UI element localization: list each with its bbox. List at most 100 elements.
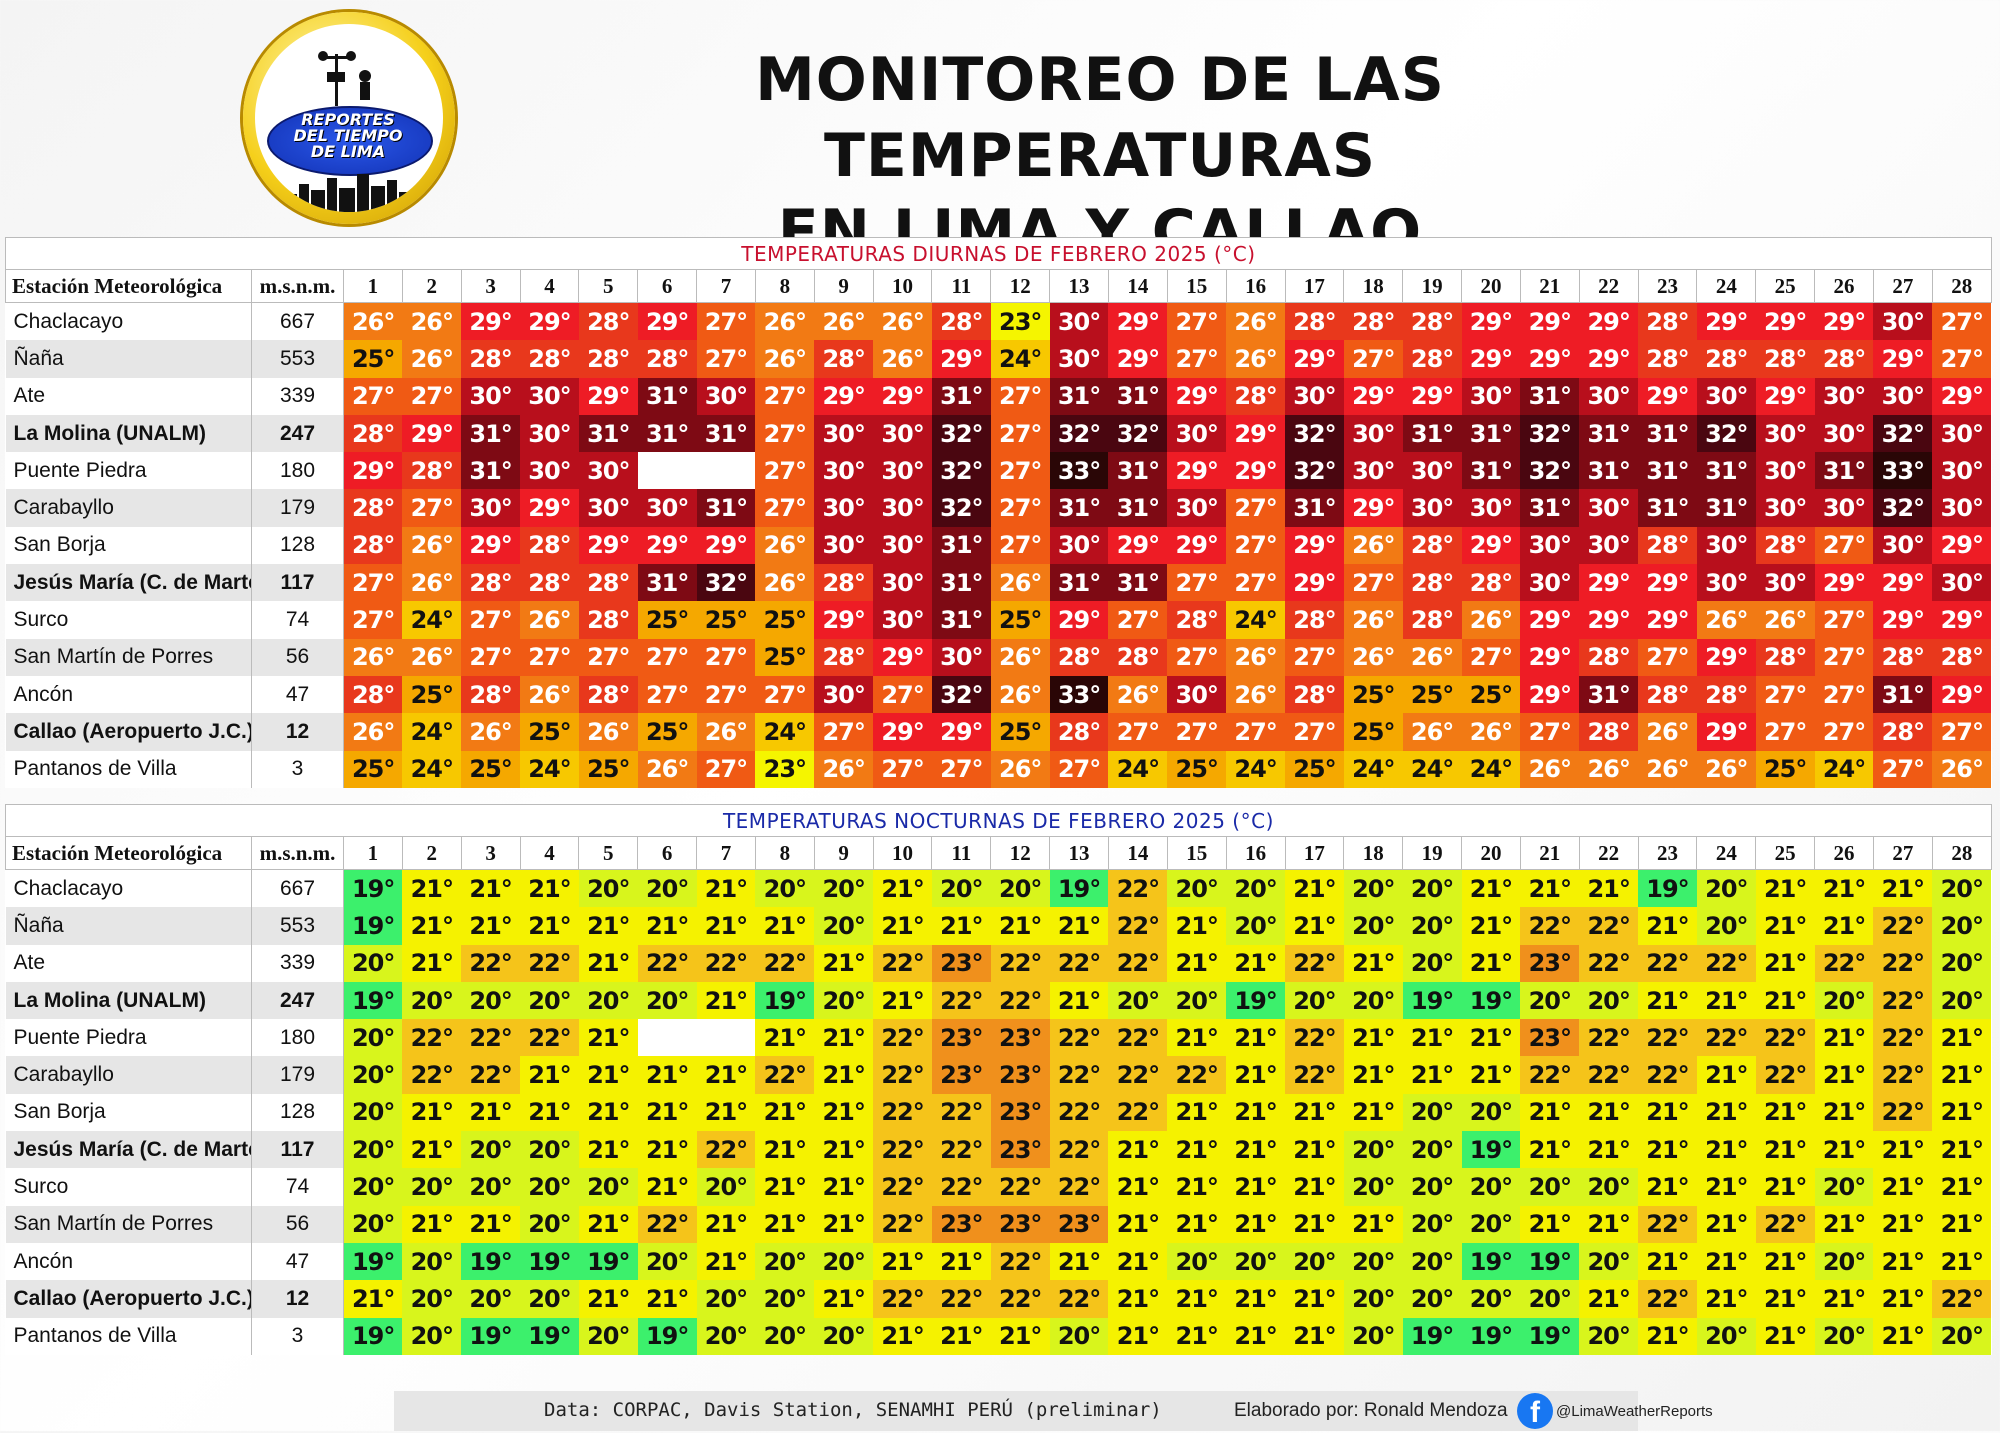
heatmap-cell: 21°	[1755, 1168, 1815, 1206]
heatmap-cell	[637, 1019, 697, 1057]
day-column-header: 21	[1519, 836, 1580, 870]
heatmap-cell: 31°	[1049, 564, 1109, 602]
heatmap-cell: 28°	[343, 489, 403, 527]
day-column-header: 18	[1343, 836, 1404, 870]
logo-text-line3: DE LIMA	[310, 142, 386, 161]
heatmap-cell: 32°	[1520, 414, 1580, 453]
night-heatmap: TEMPERATURAS NOCTURNAS DE FEBRERO 2025 (…	[5, 804, 1992, 1355]
station-name: La Molina (UNALM)	[5, 414, 252, 453]
heatmap-cell: 21°	[1814, 907, 1874, 945]
heatmap-cell: 26°	[1638, 713, 1697, 751]
table-row: Ate 339 27° 27° 30° 30° 29° 31° 30° 27° 29° 29° 31° 2…	[5, 377, 1992, 415]
heatmap-cell: 30°	[1814, 377, 1874, 415]
station-name: Puente Piedra	[5, 1019, 252, 1057]
heatmap-cell: 31°	[1579, 675, 1639, 714]
table-row: Ancón 47 28° 25° 28° 26° 28° 27° 27° 27° 30° 27° 32°…	[5, 675, 1992, 714]
station-column-header: Estación Meteorológica	[5, 269, 252, 303]
logo-badge	[267, 106, 433, 176]
heatmap-cell: 21°	[1520, 1205, 1580, 1243]
heatmap-cell: 25°	[990, 601, 1050, 639]
heatmap-cell: 29°	[1402, 377, 1462, 415]
heatmap-cell: 26°	[1226, 302, 1285, 341]
heatmap-cell: 20°	[520, 1131, 579, 1169]
heatmap-cell: 27°	[696, 302, 756, 341]
heatmap-cell: 20°	[520, 1168, 579, 1206]
heatmap-cell: 20°	[990, 869, 1050, 908]
heatmap-cell: 22°	[1638, 944, 1697, 982]
heatmap-cell: 29°	[1873, 564, 1933, 602]
heatmap-cell: 19°	[343, 869, 403, 908]
heatmap-cell: 22°	[1520, 907, 1580, 945]
heatmap-cell: 29°	[1285, 526, 1344, 565]
heatmap-cell: 26°	[1579, 750, 1639, 788]
heatmap-cell: 22°	[637, 944, 697, 982]
heatmap-cell: 30°	[1520, 564, 1580, 602]
heatmap-cell: 27°	[873, 675, 932, 714]
heatmap-cell: 21°	[1226, 1056, 1285, 1094]
heatmap-cell: 30°	[1755, 414, 1815, 453]
table-row: Surco 74 20° 20° 20° 20° 20° 21° 20° 21° 21° 22° 22°…	[5, 1168, 1992, 1206]
day-column-header: 12	[990, 269, 1051, 303]
heatmap-cell: 21°	[1226, 1019, 1285, 1057]
heatmap-cell: 21°	[1932, 1019, 1992, 1057]
heatmap-cell: 26°	[873, 302, 932, 341]
heatmap-cell: 21°	[1343, 944, 1403, 982]
heatmap-cell: 21°	[461, 869, 521, 908]
heatmap-cell: 30°	[1461, 489, 1521, 527]
facebook-handle[interactable]: @LimaWeatherReports	[1556, 1403, 1713, 1420]
table-row: Jesús María (C. de Marte) 117 20° 21° 20° 20°…	[5, 1131, 1992, 1169]
heatmap-cell: 21°	[1461, 1019, 1521, 1057]
station-elevation: 47	[251, 1242, 344, 1281]
data-source: Data: CORPAC, Davis Station, SENAMHI PER…	[544, 1399, 1162, 1421]
station-elevation: 117	[251, 564, 344, 602]
heatmap-cell: 22°	[1579, 1019, 1639, 1057]
heatmap-cell: 27°	[402, 489, 462, 527]
station-elevation: 247	[251, 981, 344, 1020]
day-column-header: 26	[1814, 836, 1874, 870]
heatmap-cell: 31°	[637, 414, 697, 453]
heatmap-cell: 23°	[1049, 1205, 1109, 1243]
station-name: Ate	[5, 944, 252, 982]
heatmap-cell: 31°	[696, 414, 756, 453]
table-row: Callao (Aeropuerto J.C.) 12 26° 24° 26° 25° 26…	[5, 713, 1992, 751]
heatmap-cell: 27°	[1049, 750, 1109, 788]
heatmap-cell: 31°	[1579, 452, 1639, 490]
heatmap-cell: 20°	[637, 1242, 697, 1281]
heatmap-cell: 25°	[637, 601, 697, 639]
heatmap-cell: 22°	[1049, 1056, 1109, 1094]
heatmap-cell: 21°	[1167, 1131, 1227, 1169]
heatmap-cell: 20°	[1343, 869, 1403, 908]
heatmap-cell: 27°	[990, 377, 1050, 415]
heatmap-cell: 21°	[696, 1093, 756, 1132]
heatmap-cell: 21°	[1932, 1242, 1992, 1281]
heatmap-cell: 22°	[1285, 1019, 1344, 1057]
heatmap-cell: 27°	[755, 377, 815, 415]
heatmap-cell: 27°	[1167, 340, 1227, 378]
heatmap-cell: 27°	[990, 489, 1050, 527]
station-name: Ñaña	[5, 340, 252, 378]
night-temperature-table: TEMPERATURAS NOCTURNAS DE FEBRERO 2025 (…	[5, 804, 1992, 1355]
heatmap-cell: 31°	[1108, 377, 1168, 415]
heatmap-cell: 21°	[814, 1205, 874, 1243]
heatmap-cell: 26°	[343, 638, 403, 676]
day-column-header: 8	[754, 269, 815, 303]
heatmap-cell: 27°	[1755, 675, 1815, 714]
heatmap-cell: 30°	[814, 675, 874, 714]
footer: Data: CORPAC, Davis Station, SENAMHI PER…	[394, 1391, 1713, 1431]
facebook-icon[interactable]: f	[1517, 1393, 1553, 1429]
heatmap-cell: 29°	[1520, 340, 1580, 378]
heatmap-cell: 22°	[931, 1093, 991, 1132]
day-column-header: 14	[1107, 836, 1168, 870]
table-row: Carabayllo 179 20° 22° 22° 21° 21° 21° 21° 22° 21°…	[5, 1056, 1992, 1094]
heatmap-cell: 20°	[343, 1056, 403, 1094]
heatmap-cell: 19°	[1520, 1242, 1580, 1281]
heatmap-cell: 21°	[1285, 1131, 1344, 1169]
heatmap-cell: 21°	[578, 1056, 638, 1094]
heatmap-cell: 27°	[1932, 302, 1992, 341]
heatmap-cell: 21°	[1755, 944, 1815, 982]
heatmap-cell: 21°	[1696, 1205, 1756, 1243]
heatmap-cell: 25°	[461, 750, 521, 788]
heatmap-cell: 26°	[343, 713, 403, 751]
station-name: Pantanos de Villa	[5, 750, 252, 788]
heatmap-cell: 29°	[1814, 302, 1874, 341]
